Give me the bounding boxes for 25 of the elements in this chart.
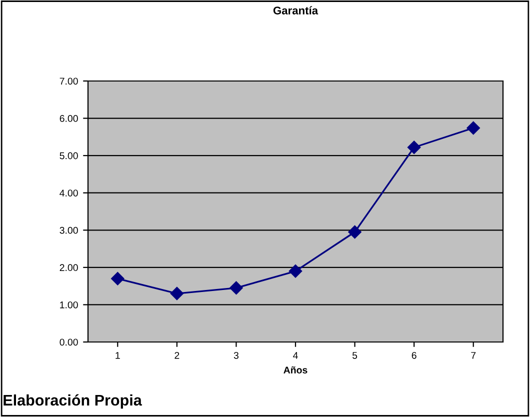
y-tick-label: 4.00 (60, 190, 78, 196)
point (466, 121, 480, 135)
x-tick-label: 3 (234, 352, 238, 359)
x-tick-label: 7 (471, 352, 476, 359)
y-tick-label: 3.00 (60, 226, 78, 234)
point (230, 281, 243, 295)
x-tick-label: 1 (116, 352, 120, 359)
chart-title: Garantía (273, 6, 318, 14)
text: Elaboración Propia (4, 394, 142, 409)
point (407, 140, 421, 154)
point (348, 225, 362, 239)
point (111, 272, 124, 286)
x-tick-label: 4 (293, 352, 298, 359)
x-tick-label: 6 (412, 352, 416, 359)
point (170, 286, 184, 300)
point (288, 264, 302, 278)
y-tick-label: 2.00 (60, 264, 78, 272)
x-tick-label: 2 (174, 352, 180, 359)
y-tick-label: 5.00 (60, 152, 78, 160)
y-tick-label: 7.00 (60, 78, 78, 85)
x-tick-label: 5 (352, 352, 358, 359)
x-axis-title: Años (284, 366, 308, 374)
y-tick-label: 1.00 (60, 301, 78, 308)
y-tick-label: 6.00 (60, 115, 78, 122)
y-tick-label: 0.00 (60, 338, 78, 346)
